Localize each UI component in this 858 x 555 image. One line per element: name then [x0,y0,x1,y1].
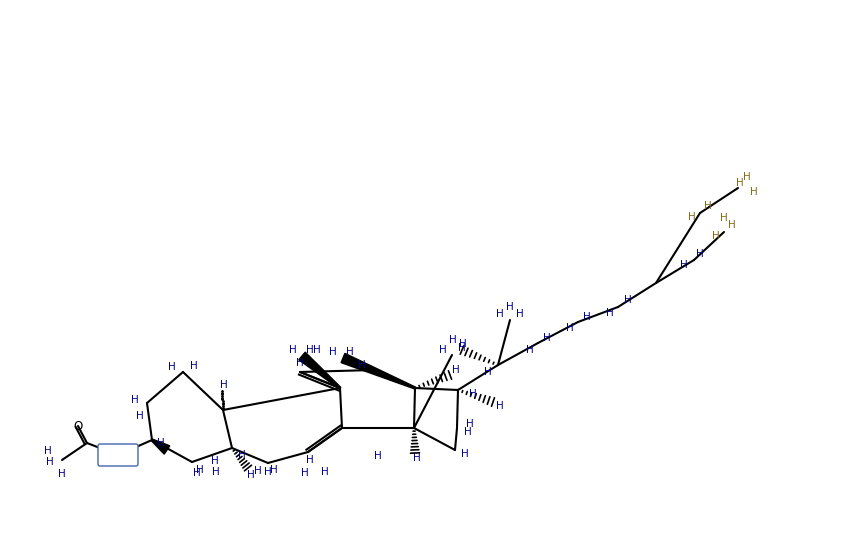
Text: H: H [306,455,314,465]
Text: H: H [157,438,165,448]
Text: H: H [458,343,466,353]
Text: H: H [680,260,688,270]
Text: H: H [136,411,144,421]
Text: H: H [247,470,255,480]
Text: H: H [374,451,382,461]
Text: H: H [439,345,447,355]
Text: H: H [211,456,219,466]
Text: H: H [606,308,613,318]
Text: H: H [459,339,467,349]
Text: H: H [464,427,472,437]
Text: H: H [583,312,591,322]
Text: H: H [704,201,712,211]
Text: O: O [74,420,82,432]
Text: H: H [413,453,421,463]
Text: H: H [506,302,514,312]
Text: H: H [306,345,314,355]
Text: AcO: AcO [107,450,129,460]
Text: H: H [190,361,198,371]
Polygon shape [341,354,415,389]
Text: H: H [313,345,321,355]
Text: H: H [728,220,736,230]
Text: H: H [329,347,337,357]
Text: H: H [254,466,262,476]
Text: H: H [720,213,728,223]
Text: H: H [212,467,220,477]
Text: H: H [46,457,54,467]
Text: H: H [449,335,456,345]
Text: H: H [44,446,51,456]
Text: H: H [270,465,278,475]
Text: H: H [196,465,204,475]
Polygon shape [299,352,341,388]
Text: H: H [264,467,272,477]
Text: H: H [193,468,201,478]
Text: H: H [526,345,534,355]
Text: H: H [168,362,176,372]
Text: H: H [131,395,139,405]
Text: H: H [750,187,758,197]
Text: H: H [743,172,751,182]
Text: H: H [496,309,504,319]
Text: H: H [484,367,492,377]
Text: H: H [358,360,366,370]
Text: H: H [688,212,696,222]
Text: H: H [696,249,704,259]
Text: H: H [289,345,297,355]
Text: H: H [469,389,477,399]
Text: H: H [566,323,574,333]
FancyBboxPatch shape [98,444,138,466]
Text: H: H [301,468,309,478]
Text: H: H [517,309,524,319]
Text: H: H [221,380,228,390]
Text: H: H [452,365,460,375]
Text: H: H [461,449,468,459]
Text: H: H [296,358,304,368]
Text: H: H [624,295,631,305]
Text: H: H [496,401,504,411]
Text: H: H [466,419,474,429]
Text: H: H [712,231,720,241]
Text: H: H [239,450,246,460]
Text: H: H [736,178,744,188]
Polygon shape [152,439,170,454]
Text: H: H [321,467,329,477]
Text: H: H [346,347,353,357]
Text: H: H [543,333,551,343]
Text: H: H [58,469,66,479]
